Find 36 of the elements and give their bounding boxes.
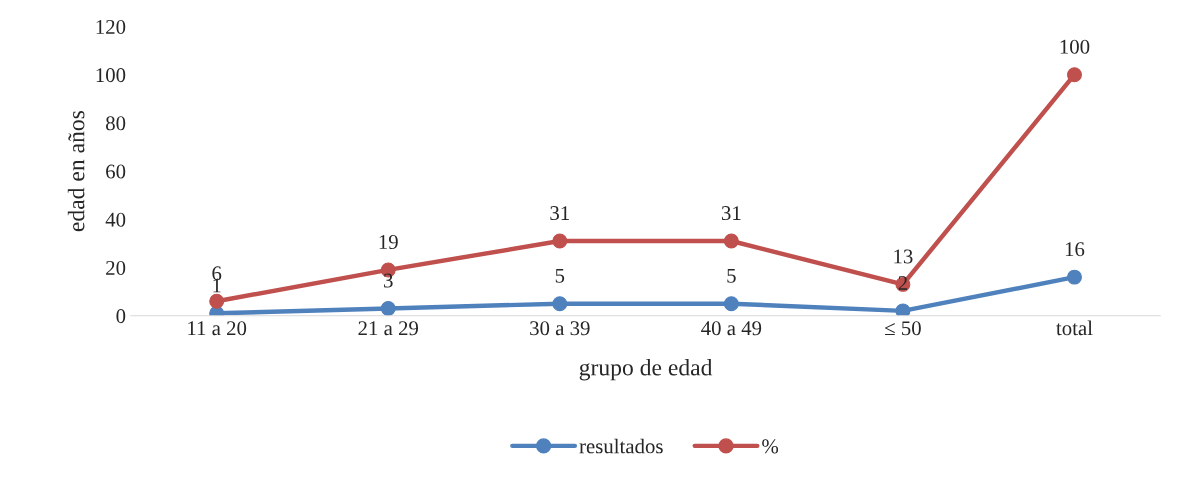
x-tick-label: 21 a 29 xyxy=(358,321,419,336)
data-label: 5 xyxy=(727,268,736,283)
data-label: 19 xyxy=(379,235,398,250)
y-tick-label: 20 xyxy=(106,260,126,275)
point xyxy=(209,293,225,309)
point xyxy=(552,233,568,249)
data-label: 16 xyxy=(1065,242,1085,257)
point xyxy=(1067,269,1082,285)
data-label: 13 xyxy=(894,249,913,264)
data-label: 31 xyxy=(721,206,741,221)
y-tick-label: 120 xyxy=(96,19,126,34)
data-label: 5 xyxy=(555,268,565,283)
point xyxy=(380,301,396,316)
x-tick-label: 30 a 39 xyxy=(530,321,590,336)
point xyxy=(723,233,739,249)
y-tick-label: 60 xyxy=(106,164,126,179)
point xyxy=(723,296,739,312)
x-tick-label: total xyxy=(1056,320,1093,336)
y-tick-label: 80 xyxy=(106,116,126,131)
data-label: 3 xyxy=(384,273,393,288)
point xyxy=(552,296,568,312)
x-tick-label: 40 a 49 xyxy=(701,321,762,336)
y-tick-label: 100 xyxy=(96,68,126,83)
y-tick-label: 0 xyxy=(116,309,126,324)
x-tick-label: 11 a 20 xyxy=(188,321,247,336)
x-axis-title: grupo de edad xyxy=(579,358,713,381)
data-label: 31 xyxy=(550,206,569,221)
data-label: 100 xyxy=(1060,39,1090,54)
x-tick-label: ≤ 50 xyxy=(885,321,921,336)
y-tick-label: 40 xyxy=(105,212,126,227)
data-label: 2 xyxy=(898,275,907,290)
point xyxy=(1067,67,1082,83)
legend-label: % xyxy=(762,439,779,454)
y-axis-title: edad en años xyxy=(67,111,85,232)
point xyxy=(895,303,911,316)
legend-label: resultados xyxy=(579,438,663,454)
